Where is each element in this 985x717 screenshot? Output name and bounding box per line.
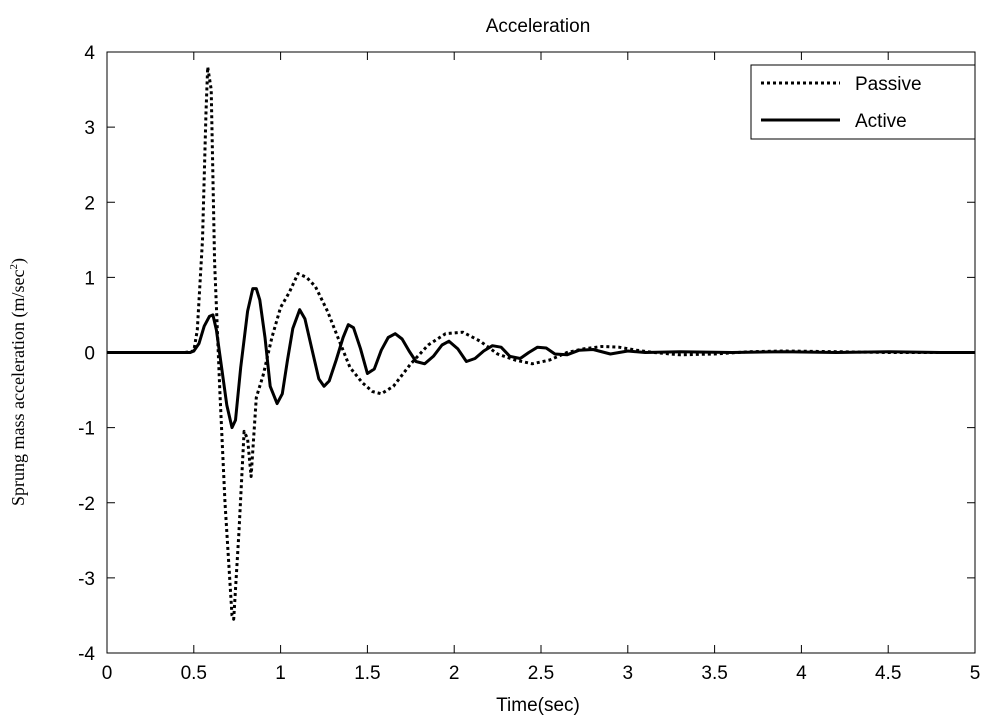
x-tick-label: 4: [796, 663, 807, 684]
x-tick-label: 1.5: [354, 663, 380, 684]
x-tick-labels: 0 0.5 1 1.5 2 2.5 3 3.5 4 4.5 5: [102, 663, 981, 684]
legend-label-passive: Passive: [855, 74, 922, 95]
legend-box: [750, 64, 976, 140]
y-tick-label: -3: [78, 569, 95, 590]
x-tick-label: 1: [275, 663, 286, 684]
y-axis-label-main: Sprung mass acceleration (m/sec: [8, 270, 29, 506]
x-tick-label: 3: [623, 663, 634, 684]
y-tick-label: 1: [84, 268, 95, 289]
y-tick-label: -1: [78, 419, 95, 440]
y-tick-label: 3: [84, 118, 95, 139]
y-axis-label-superscript: 2: [8, 264, 20, 270]
y-tick-label: 2: [84, 193, 95, 214]
y-axis-label: Sprung mass acceleration (m/sec2): [8, 258, 29, 506]
x-axis-label: Time(sec): [496, 695, 580, 716]
x-tick-label: 3.5: [701, 663, 727, 684]
y-tick-labels: -4 -3 -2 -1 0 1 2 3 4: [78, 43, 95, 665]
plot-frame: [106, 51, 976, 654]
y-tick-label: 4: [84, 43, 95, 64]
x-tick-label: 0: [102, 663, 113, 684]
chart-title: Acceleration: [486, 16, 591, 37]
y-tick-label: -4: [78, 644, 95, 665]
y-axis-label-close: ): [8, 258, 29, 264]
series-line-active: [107, 287, 975, 430]
x-tick-label: 4.5: [875, 663, 901, 684]
series-line-passive: [107, 65, 975, 621]
x-tick-label: 5: [970, 663, 981, 684]
y-tick-label: 0: [84, 344, 95, 365]
y-tick-label: -2: [78, 494, 95, 515]
x-tick-label: 2.5: [528, 663, 554, 684]
series-layer: [107, 65, 975, 621]
legend-label-active: Active: [855, 111, 907, 132]
x-tick-label: 2: [449, 663, 460, 684]
x-tick-label: 0.5: [181, 663, 207, 684]
legend: Passive Active: [750, 64, 976, 140]
